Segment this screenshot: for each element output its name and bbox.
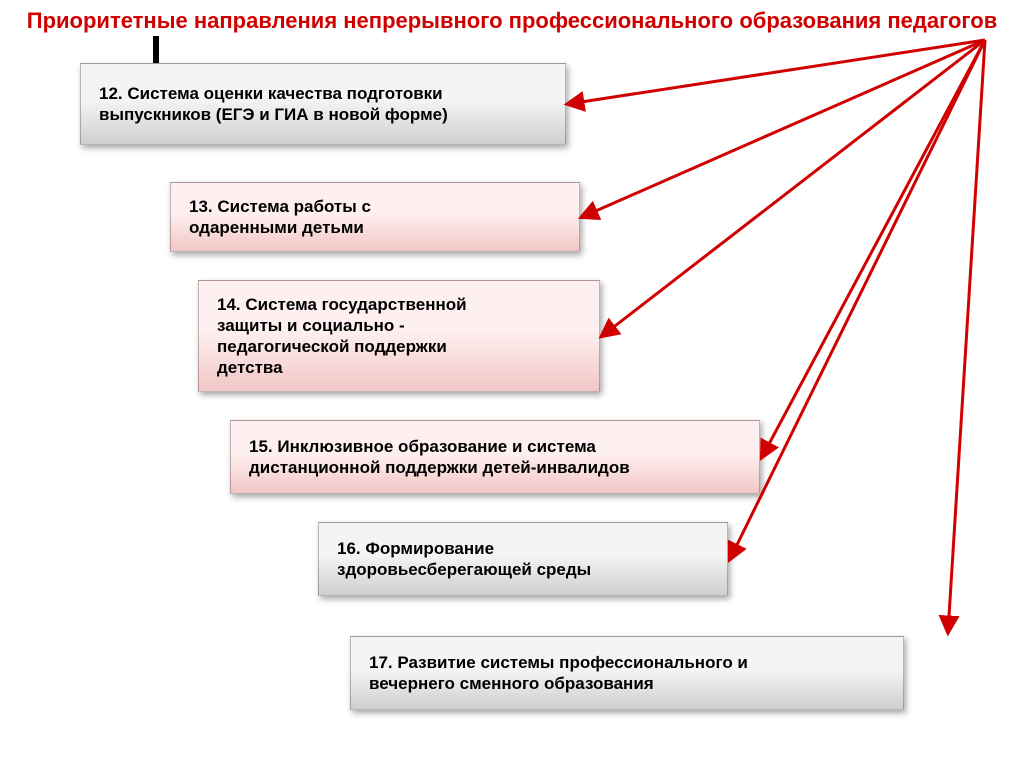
arrow-to-box-16 (730, 40, 985, 559)
box-14-text: 14. Система государственной защиты и соц… (217, 294, 467, 379)
arrow-to-box-12 (568, 40, 985, 104)
box-16-text: 16. Формирование здоровьесберегающей сре… (337, 538, 591, 581)
box-17: 17. Развитие системы профессионального и… (350, 636, 904, 710)
top-tick-mark (153, 36, 159, 64)
box-13-text: 13. Система работы с одаренными детьми (189, 196, 371, 239)
box-12-text: 12. Система оценки качества подготовки в… (99, 83, 448, 126)
diagram-stage: Приоритетные направления непрерывного пр… (0, 0, 1024, 768)
arrow-to-box-14 (602, 40, 985, 336)
box-14: 14. Система государственной защиты и соц… (198, 280, 600, 392)
arrow-to-box-17 (948, 40, 985, 632)
box-17-text: 17. Развитие системы профессионального и… (369, 652, 748, 695)
box-13: 13. Система работы с одаренными детьми (170, 182, 580, 252)
box-16: 16. Формирование здоровьесберегающей сре… (318, 522, 728, 596)
arrow-to-box-15 (762, 40, 985, 457)
box-12: 12. Система оценки качества подготовки в… (80, 63, 566, 145)
box-15-text: 15. Инклюзивное образование и система ди… (249, 436, 630, 479)
page-title: Приоритетные направления непрерывного пр… (0, 8, 1024, 33)
box-15: 15. Инклюзивное образование и система ди… (230, 420, 760, 494)
arrow-to-box-13 (582, 40, 985, 217)
